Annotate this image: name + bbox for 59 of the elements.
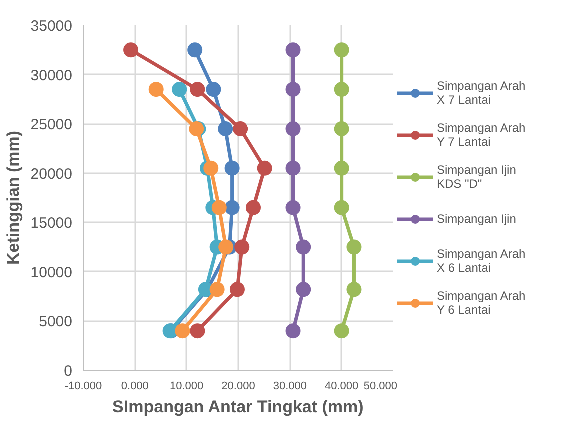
legend-label: Simpangan Ijin: [437, 210, 516, 228]
point: [286, 324, 301, 339]
point: [188, 42, 203, 58]
x-tick-label: -10.000: [64, 380, 102, 392]
y-tick-label: 30000: [30, 67, 73, 84]
point: [206, 82, 222, 98]
x-tick-label: 30.000: [273, 380, 307, 392]
point: [246, 200, 261, 216]
y-tick-label: 25000: [30, 116, 73, 134]
point: [218, 240, 234, 255]
y-axis-title: Ketinggian (mm): [4, 130, 23, 266]
point: [234, 240, 250, 255]
y-tick-label: 5000: [39, 314, 73, 331]
x-axis-title: SImpangan Antar Tingkat (mm): [112, 398, 364, 416]
legend-label: Simpangan Arah X 7 Lantai: [437, 78, 526, 108]
y-tick-label: 10000: [30, 264, 73, 282]
point: [334, 42, 350, 58]
point: [218, 122, 234, 136]
point: [257, 160, 272, 176]
point: [296, 240, 312, 255]
point: [210, 282, 225, 298]
point: [334, 160, 350, 176]
point: [286, 82, 301, 98]
point: [286, 42, 301, 58]
point: [346, 282, 362, 298]
y-tick-label: 20000: [30, 166, 73, 183]
point: [233, 122, 248, 136]
legend-label: Simpangan Arah Y 7 Lantai: [437, 120, 526, 150]
point: [190, 324, 206, 339]
point: [286, 122, 301, 136]
point: [224, 160, 240, 176]
x-tick-label: 20.000: [222, 380, 256, 392]
x-tick-label: 50.000: [364, 380, 398, 392]
legend-label: Simpangan Arah X 6 Lantai: [437, 246, 526, 276]
point: [286, 200, 301, 216]
point: [296, 282, 312, 298]
point: [190, 82, 206, 98]
point: [224, 200, 240, 216]
point: [346, 240, 362, 255]
point: [334, 200, 350, 216]
point: [334, 122, 350, 136]
y-tick-label: 0: [64, 363, 72, 380]
point: [334, 324, 350, 339]
x-tick-label: 0.000: [121, 380, 149, 392]
point: [286, 160, 301, 176]
point: [124, 42, 139, 58]
point: [204, 160, 219, 176]
x-tick-label: 10.000: [170, 380, 204, 392]
point: [334, 82, 350, 98]
legend-label: Simpangan Ijin KDS "D": [437, 162, 516, 192]
y-tick-label: 15000: [30, 215, 73, 232]
point: [212, 200, 227, 216]
point: [230, 282, 245, 298]
x-tick-label: 40.000: [325, 380, 359, 392]
y-tick-label: 35000: [30, 18, 73, 35]
point: [148, 82, 164, 98]
point: [175, 324, 190, 339]
point: [172, 82, 188, 98]
legend-label: Simpangan Arah Y 6 Lantai: [437, 288, 526, 318]
